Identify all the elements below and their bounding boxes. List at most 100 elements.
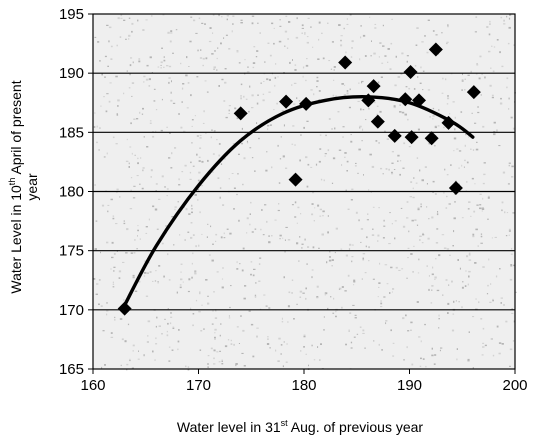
texture-speck [434, 145, 436, 147]
texture-speck [407, 247, 410, 249]
texture-speck [250, 201, 252, 204]
texture-speck [500, 302, 502, 304]
texture-speck [377, 234, 380, 237]
texture-speck [378, 286, 380, 288]
texture-speck [465, 270, 467, 272]
texture-speck [293, 82, 297, 84]
texture-speck [420, 340, 422, 343]
texture-speck [481, 354, 484, 356]
texture-speck [508, 26, 511, 29]
texture-speck [262, 234, 265, 236]
texture-speck [426, 265, 428, 267]
texture-speck [200, 185, 203, 187]
texture-speck [182, 83, 185, 85]
texture-speck [456, 148, 459, 150]
texture-speck [108, 26, 112, 29]
texture-speck [461, 286, 464, 289]
texture-speck [111, 241, 114, 244]
texture-speck [377, 240, 379, 242]
texture-speck [221, 16, 223, 18]
texture-speck [484, 76, 486, 79]
texture-speck [349, 14, 352, 16]
texture-speck [300, 213, 302, 215]
texture-speck [167, 308, 169, 310]
texture-speck [214, 50, 216, 52]
texture-speck [212, 14, 215, 16]
texture-speck [361, 82, 363, 84]
texture-speck [357, 100, 360, 102]
texture-speck [273, 27, 275, 29]
texture-speck [428, 142, 431, 145]
texture-speck [189, 171, 192, 174]
texture-speck [271, 22, 274, 25]
texture-speck [464, 89, 466, 91]
texture-speck [132, 350, 134, 352]
texture-speck [412, 196, 415, 199]
texture-speck [311, 203, 314, 205]
texture-speck [117, 99, 120, 102]
texture-speck [108, 40, 110, 43]
texture-speck [414, 219, 417, 221]
texture-speck [305, 297, 307, 300]
texture-speck [474, 122, 477, 124]
texture-speck [203, 110, 205, 113]
texture-speck [251, 22, 254, 25]
texture-speck [406, 346, 408, 349]
texture-speck [338, 287, 342, 290]
texture-speck [284, 45, 286, 47]
texture-speck [131, 82, 135, 84]
texture-speck [112, 217, 115, 220]
texture-speck [440, 347, 443, 349]
texture-speck [487, 196, 490, 199]
texture-speck [168, 360, 171, 362]
texture-speck [292, 125, 295, 127]
texture-speck [230, 343, 233, 345]
texture-speck [345, 189, 347, 191]
texture-speck [451, 329, 455, 332]
texture-speck [176, 291, 178, 294]
texture-speck [361, 278, 363, 280]
texture-speck [172, 52, 174, 54]
texture-speck [323, 316, 325, 318]
texture-speck [146, 146, 149, 148]
texture-speck [199, 57, 203, 59]
texture-speck [156, 228, 159, 230]
texture-speck [342, 136, 344, 138]
data-point-marker [441, 115, 456, 130]
texture-speck [147, 335, 149, 337]
texture-speck [463, 166, 465, 168]
texture-speck [504, 211, 506, 214]
texture-speck [201, 304, 203, 306]
texture-speck [154, 280, 157, 282]
texture-speck [501, 343, 504, 345]
texture-speck [128, 38, 130, 40]
texture-speck [100, 105, 102, 107]
texture-speck [452, 245, 454, 247]
texture-speck [303, 126, 305, 129]
data-point-marker [370, 114, 385, 129]
texture-speck [141, 113, 144, 115]
texture-speck [427, 237, 430, 240]
texture-speck [327, 22, 329, 24]
texture-speck [432, 118, 434, 120]
texture-speck [243, 157, 246, 160]
texture-speck [314, 207, 316, 209]
texture-speck [482, 182, 485, 185]
texture-speck [291, 143, 294, 145]
texture-speck [318, 160, 321, 163]
texture-speck [447, 312, 449, 314]
texture-speck [274, 219, 277, 221]
texture-speck [318, 90, 321, 92]
texture-speck [480, 94, 482, 96]
texture-speck [236, 326, 239, 328]
texture-speck [120, 364, 122, 367]
texture-speck [127, 323, 130, 326]
texture-speck [477, 111, 480, 114]
texture-speck [220, 163, 223, 165]
texture-speck [146, 64, 149, 67]
texture-speck [369, 16, 371, 18]
texture-speck [379, 262, 381, 265]
texture-speck [191, 262, 193, 265]
texture-speck [191, 211, 193, 214]
texture-speck [190, 307, 192, 310]
